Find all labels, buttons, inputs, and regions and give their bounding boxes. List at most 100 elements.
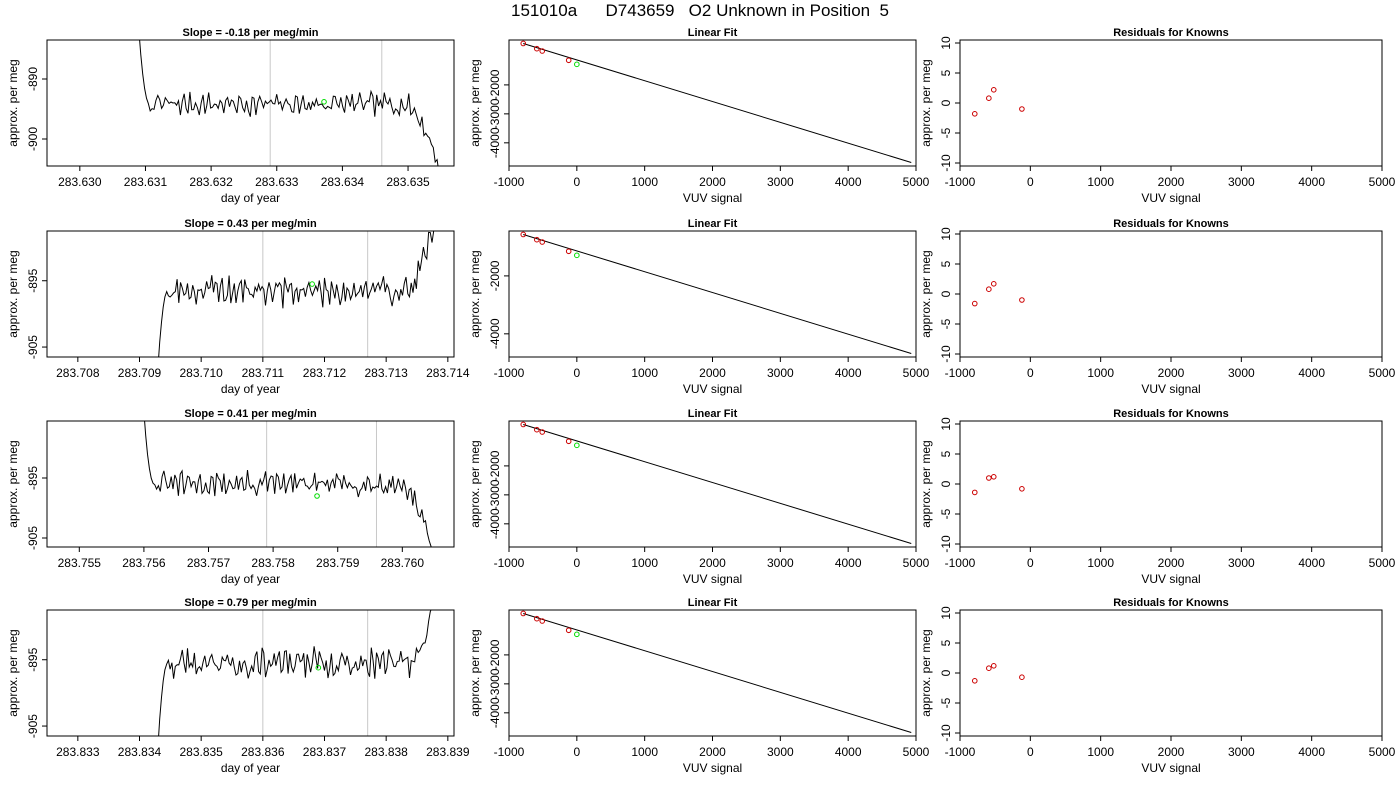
chart-panel: Linear Fit -1000 0 1000 2000 3000 4000 5000 -200… [468, 597, 930, 775]
data-trace [158, 610, 432, 736]
x-tick-label: -1000 [494, 175, 525, 189]
x-tick-label: 2000 [1158, 175, 1185, 189]
y-axis-label: approx. per meg [919, 440, 933, 527]
known-point [565, 248, 572, 255]
x-tick-label: 0 [1027, 175, 1034, 189]
x-tick-label: 3000 [767, 175, 794, 189]
x-tick-label: 4000 [1298, 745, 1325, 759]
y-tick-label: -3000 [488, 668, 502, 699]
x-tick-label: 4000 [835, 745, 862, 759]
x-tick-label: -1000 [494, 366, 525, 380]
plot-frame [46, 230, 455, 358]
y-tick-label: 0 [939, 290, 953, 297]
x-tick-label: 283.708 [56, 366, 100, 380]
y-tick-label: -4000 [488, 508, 502, 539]
residual-point [971, 111, 978, 117]
x-tick-label: 5000 [903, 175, 930, 189]
x-tick-label: 283.833 [56, 745, 100, 759]
y-tick-label: 5 [939, 639, 953, 646]
x-tick-label: 1000 [1087, 556, 1114, 570]
x-axis-label: day of year [221, 761, 280, 775]
x-tick-label: 1000 [631, 556, 658, 570]
x-tick-label: 283.713 [364, 366, 408, 380]
chart-title: Linear Fit [688, 597, 738, 609]
y-axis-label: approx. per meg [6, 629, 20, 716]
y-tick-label: -4000 [488, 697, 502, 728]
plot-frame [508, 420, 917, 548]
plot-frame [508, 39, 917, 167]
y-tick-label: -4000 [488, 318, 502, 349]
x-tick-label: 283.712 [303, 366, 347, 380]
unknown-point [321, 99, 327, 105]
plot-area [158, 231, 435, 357]
plot-frame [959, 230, 1383, 358]
x-tick-label: 1000 [631, 745, 658, 759]
plot-area [971, 474, 1025, 496]
fit-line [523, 423, 912, 545]
chart-panel: Linear Fit -1000 0 1000 2000 3000 4000 5000 -200… [468, 408, 930, 586]
y-tick-label: -5 [939, 697, 953, 708]
known-point [520, 231, 527, 238]
x-axis-label: VUV signal [1141, 382, 1200, 396]
chart-title: Slope = -0.18 per meg/min [182, 27, 318, 39]
plot-area [158, 610, 432, 736]
unknown-point [574, 252, 580, 259]
x-tick-label: 283.632 [189, 175, 233, 189]
plot-area [139, 40, 439, 166]
x-tick-label: 0 [1027, 556, 1034, 570]
known-point [565, 627, 572, 634]
x-tick-label: 3000 [1228, 745, 1255, 759]
y-tick-label: 0 [939, 669, 953, 676]
plot-frame [508, 230, 917, 358]
chart-title: Residuals for Knowns [1113, 218, 1229, 230]
x-axis-label: VUV signal [683, 191, 742, 205]
plot-area [520, 610, 912, 734]
known-point [539, 429, 546, 435]
x-tick-label: -1000 [945, 556, 976, 570]
x-tick-label: -1000 [945, 366, 976, 380]
known-point [565, 438, 572, 445]
x-axis-label: VUV signal [1141, 572, 1200, 586]
x-axis-label: day of year [221, 382, 280, 396]
chart-title: Residuals for Knowns [1113, 27, 1229, 39]
y-tick-label: -905 [26, 335, 40, 359]
y-tick-label: 10 [939, 227, 953, 241]
x-tick-label: 5000 [903, 366, 930, 380]
y-tick-label: -905 [26, 526, 40, 550]
x-tick-label: 3000 [767, 366, 794, 380]
chart-panel: Slope = -0.18 per meg/min 283.630 283.631 2… [6, 27, 455, 205]
plot-area [520, 231, 912, 355]
y-tick-label: 10 [939, 417, 953, 431]
x-axis-label: day of year [221, 191, 280, 205]
y-tick-label: 0 [939, 99, 953, 106]
x-axis-label: VUV signal [683, 572, 742, 586]
x-tick-label: 283.756 [122, 556, 166, 570]
x-axis-label: day of year [221, 572, 280, 586]
x-tick-label: 1000 [1087, 366, 1114, 380]
x-axis-label: VUV signal [683, 761, 742, 775]
x-tick-label: 283.755 [58, 556, 102, 570]
residual-point [986, 95, 992, 101]
chart-panel: Linear Fit -1000 0 1000 2000 3000 4000 5000 -200… [468, 218, 930, 396]
y-tick-label: 10 [939, 606, 953, 620]
y-tick-label: 10 [939, 36, 953, 50]
x-axis-label: VUV signal [683, 382, 742, 396]
plot-area [520, 40, 912, 164]
data-trace [144, 421, 432, 547]
chart-title: Linear Fit [688, 27, 738, 39]
x-tick-label: 0 [573, 366, 580, 380]
y-tick-label: -3000 [488, 98, 502, 129]
known-point [534, 236, 540, 243]
fit-line [523, 612, 912, 734]
known-point [534, 615, 540, 622]
residual-point [971, 300, 978, 307]
x-tick-label: 2000 [699, 745, 726, 759]
y-tick-label: 5 [939, 69, 953, 76]
x-tick-label: 283.758 [251, 556, 295, 570]
y-tick-label: -2000 [488, 450, 502, 481]
x-tick-label: 5000 [1369, 175, 1396, 189]
y-tick-label: 5 [939, 260, 953, 267]
known-point [539, 618, 546, 624]
x-tick-label: 283.837 [303, 745, 347, 759]
chart-panel: Linear Fit -1000 0 1000 2000 3000 4000 5000 -200… [468, 27, 930, 205]
